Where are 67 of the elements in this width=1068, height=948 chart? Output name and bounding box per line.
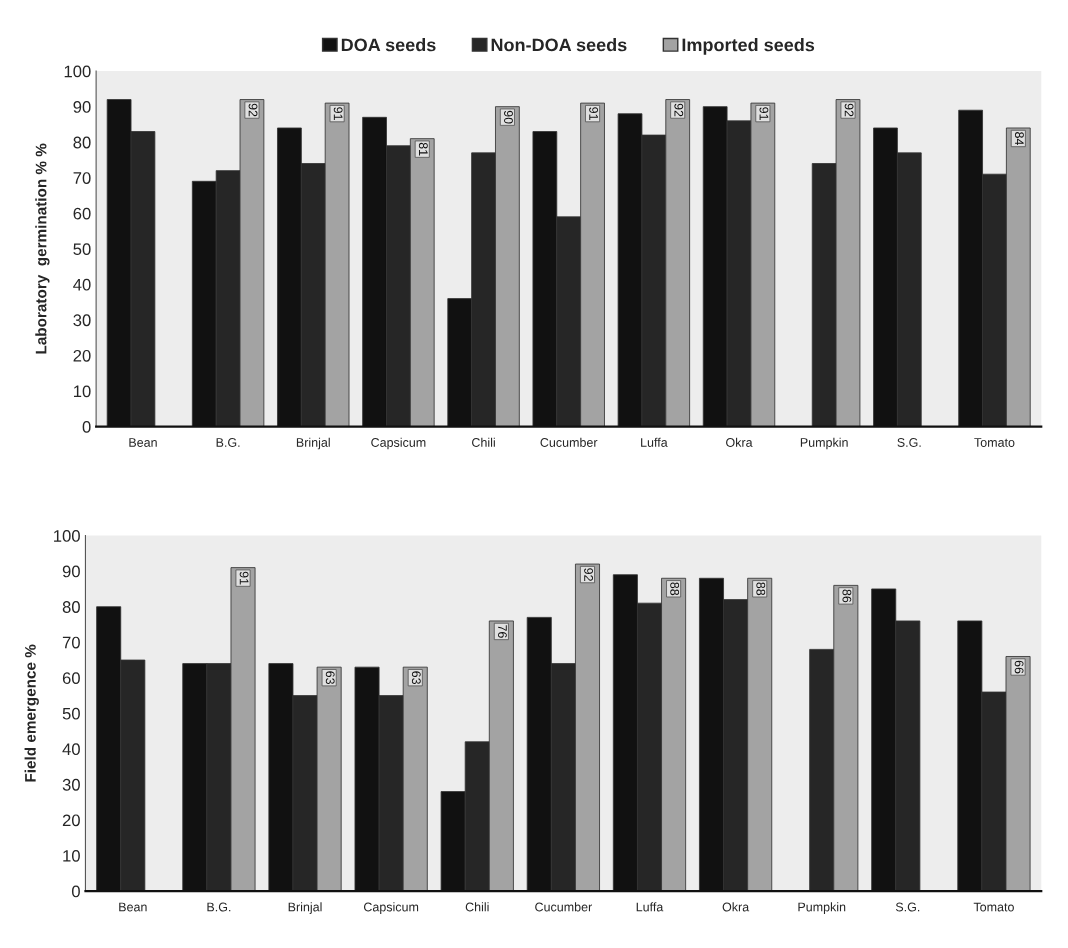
data-label: 86 (842, 589, 852, 603)
x-tick-label: Luffa (641, 437, 668, 447)
x-tick-label: Capsicum (371, 437, 426, 450)
data-label: 88 (670, 582, 680, 596)
legend-label: Non-DOA seeds (491, 38, 627, 52)
x-tick-label: Brinjal (296, 437, 330, 450)
data-label: 63 (411, 671, 421, 685)
x-tick-label: Capsicum (363, 902, 419, 914)
y-tick-label: 10 (73, 385, 91, 398)
x-tick-label: Bean (119, 902, 147, 912)
y-tick-label: 20 (73, 349, 91, 362)
x-tick-label: S.G. (895, 902, 920, 912)
data-label: 92 (674, 103, 684, 117)
legend-label: DOA seeds (341, 38, 436, 52)
x-tick-label: Luffa (636, 902, 664, 912)
y-tick-label: 50 (62, 707, 80, 720)
x-tick-label: Okra (722, 902, 750, 912)
data-label: 81 (418, 142, 428, 156)
x-tick-label: Pumpkin (800, 437, 848, 450)
x-tick-label: Tomato (974, 438, 1015, 447)
x-tick-label: Chili (472, 437, 495, 447)
y-tick-label: 10 (63, 849, 80, 862)
data-label: 63 (325, 671, 335, 685)
data-label: 91 (333, 107, 343, 120)
y-tick-label: 40 (73, 278, 91, 291)
y-tick-label: 90 (73, 101, 91, 113)
data-label: 91 (239, 571, 249, 585)
data-label: 84 (1014, 132, 1024, 146)
x-tick-label: S.G. (897, 438, 921, 447)
data-label: 76 (498, 625, 507, 638)
x-tick-label: Okra (726, 437, 753, 447)
y-tick-label: 80 (73, 136, 91, 149)
y-tick-label: 30 (62, 778, 80, 791)
x-tick-label: B.G. (216, 438, 240, 447)
data-label: 92 (844, 103, 854, 117)
y-tick-label: 0 (82, 421, 91, 433)
x-tick-label: B.G. (207, 902, 231, 912)
y-tick-label: 70 (62, 636, 80, 649)
x-tick-label: Pumpkin (798, 902, 846, 914)
y-tick-label: 100 (54, 530, 80, 542)
x-tick-label: Cucumber (535, 902, 592, 912)
y-tick-label: 30 (73, 314, 91, 327)
data-label: 66 (1014, 660, 1024, 674)
y-axis-title: Laboratory germination % % (35, 143, 50, 354)
y-tick-label: 100 (64, 65, 91, 78)
legend-label: Imported seeds (682, 38, 815, 55)
data-label: 90 (504, 110, 513, 124)
x-tick-label: Tomato (973, 902, 1014, 912)
y-tick-label: 90 (62, 565, 80, 578)
data-label: 92 (248, 103, 258, 117)
data-label: 91 (589, 107, 599, 120)
y-tick-label: 20 (62, 814, 80, 827)
y-axis-title: Field emergence % (24, 644, 39, 782)
y-tick-label: 60 (62, 672, 80, 685)
y-tick-label: 50 (73, 243, 91, 256)
data-label: 91 (759, 107, 769, 120)
y-tick-label: 80 (62, 601, 80, 613)
x-tick-label: Brinjal (288, 902, 322, 914)
x-tick-label: Chili (465, 902, 489, 912)
x-tick-label: Cucumber (540, 437, 598, 447)
data-label: 92 (584, 568, 593, 581)
y-tick-label: 70 (73, 172, 91, 184)
data-label: 88 (756, 582, 766, 596)
y-tick-label: 0 (71, 885, 80, 898)
x-tick-label: Bean (129, 438, 157, 447)
y-tick-label: 60 (73, 207, 91, 220)
y-tick-label: 40 (62, 743, 80, 756)
